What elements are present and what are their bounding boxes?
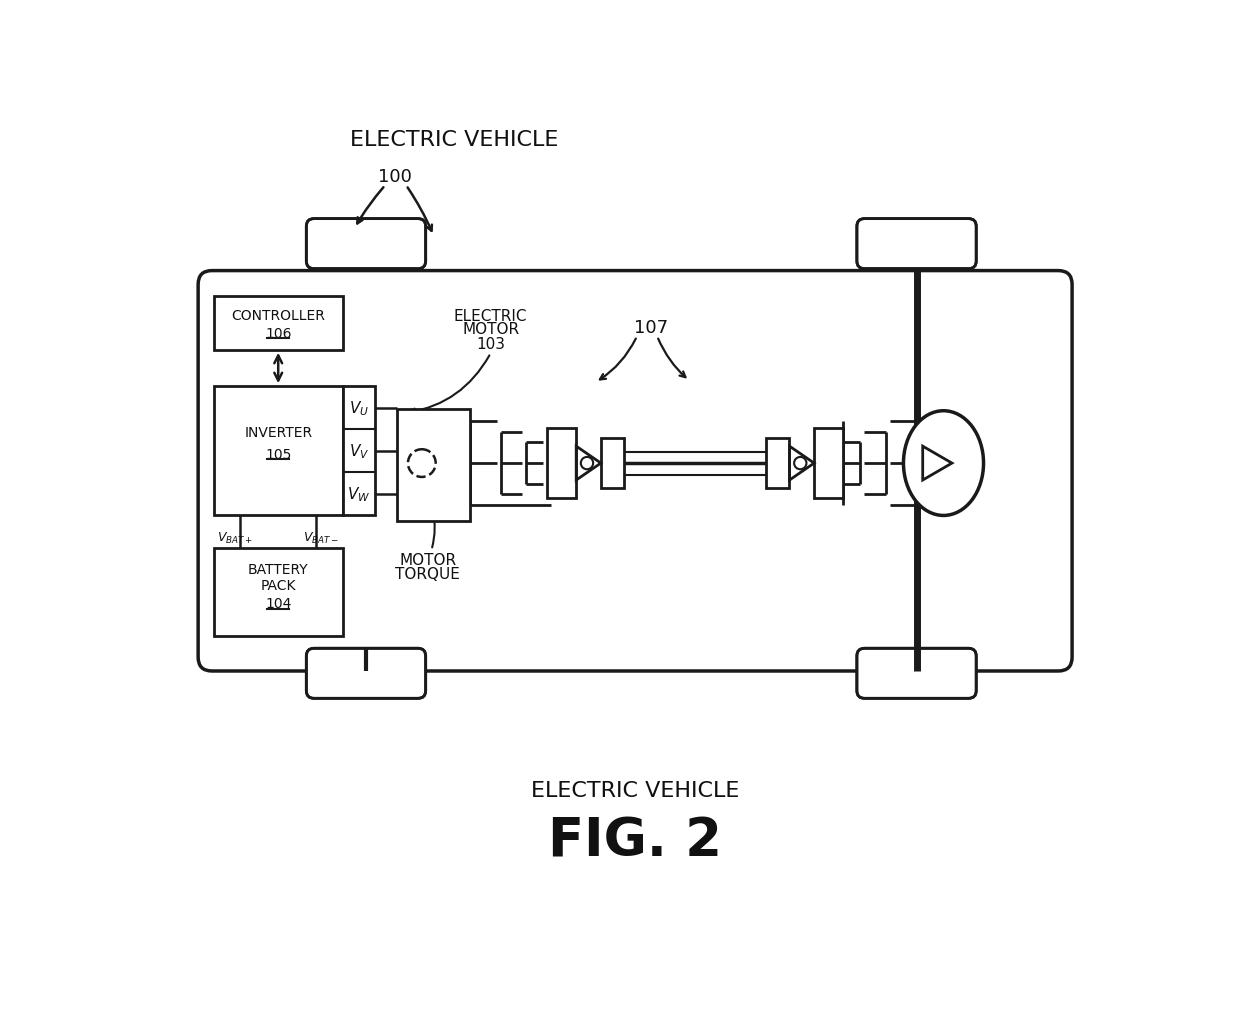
Text: 105: 105 xyxy=(265,448,291,461)
Text: $V_U$: $V_U$ xyxy=(350,399,370,418)
Bar xyxy=(343,387,376,516)
Text: TORQUE: TORQUE xyxy=(396,566,460,581)
FancyBboxPatch shape xyxy=(198,271,1073,671)
Text: $V_V$: $V_V$ xyxy=(348,442,370,461)
Text: MOTOR: MOTOR xyxy=(463,321,520,337)
Text: MOTOR: MOTOR xyxy=(399,552,456,567)
FancyBboxPatch shape xyxy=(306,649,425,699)
FancyBboxPatch shape xyxy=(857,649,976,699)
Text: INVERTER: INVERTER xyxy=(244,426,312,440)
Text: CONTROLLER: CONTROLLER xyxy=(232,309,325,323)
Text: BATTERY: BATTERY xyxy=(248,563,309,577)
Text: 104: 104 xyxy=(265,596,291,611)
Bar xyxy=(815,429,843,498)
Bar xyxy=(213,387,343,516)
Text: 103: 103 xyxy=(476,337,505,352)
Bar xyxy=(213,296,343,351)
Text: PACK: PACK xyxy=(260,578,296,592)
FancyBboxPatch shape xyxy=(857,219,976,269)
Text: FIG. 2: FIG. 2 xyxy=(548,815,723,866)
Bar xyxy=(547,429,577,498)
Text: 106: 106 xyxy=(265,327,291,341)
Text: 100: 100 xyxy=(378,168,412,186)
Text: 107: 107 xyxy=(634,318,668,337)
Ellipse shape xyxy=(904,411,983,516)
Bar xyxy=(601,439,624,488)
FancyBboxPatch shape xyxy=(306,219,425,269)
Text: $V_{BAT-}$: $V_{BAT-}$ xyxy=(304,530,340,545)
Text: ELECTRIC VEHICLE: ELECTRIC VEHICLE xyxy=(351,129,559,150)
Text: $V_W$: $V_W$ xyxy=(347,485,371,503)
Bar xyxy=(213,548,343,637)
Text: ELECTRIC VEHICLE: ELECTRIC VEHICLE xyxy=(531,780,740,801)
Text: ELECTRIC: ELECTRIC xyxy=(454,308,527,324)
Bar xyxy=(766,439,790,488)
Bar xyxy=(397,409,470,522)
Text: $V_{BAT+}$: $V_{BAT+}$ xyxy=(217,530,253,545)
